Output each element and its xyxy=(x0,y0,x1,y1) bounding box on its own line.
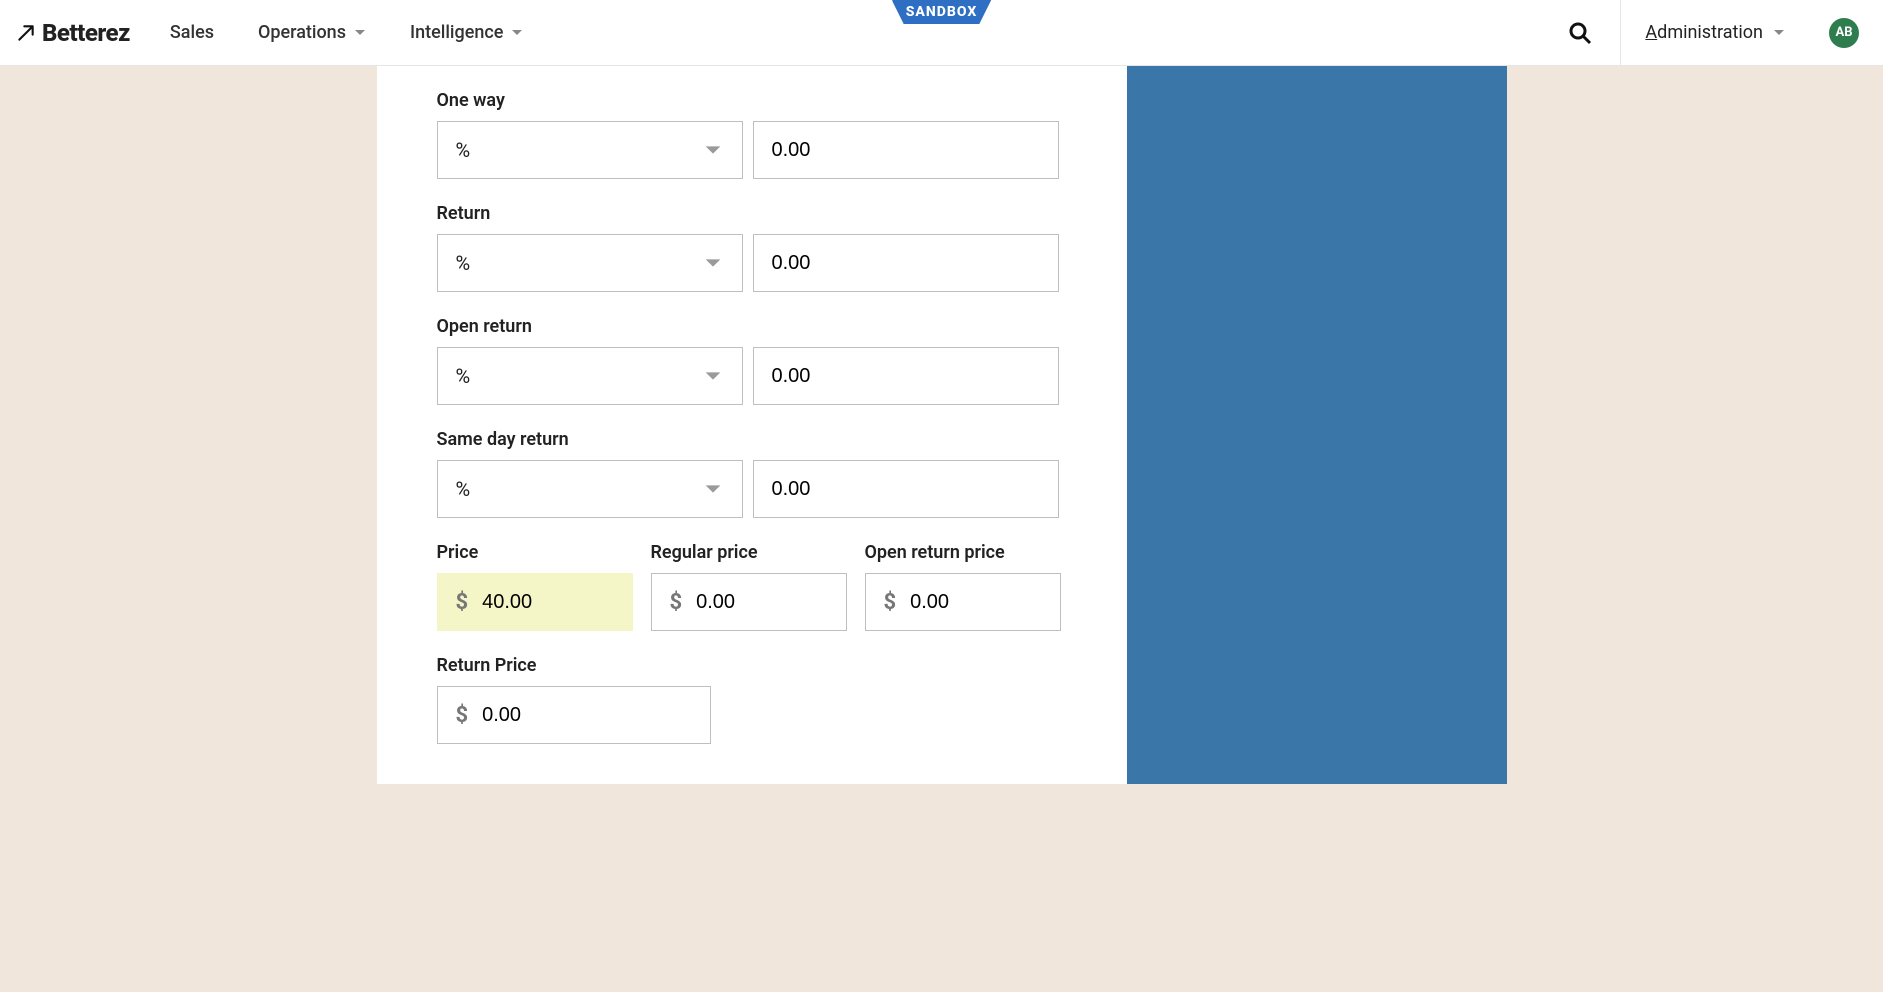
one-way-value-input-wrap xyxy=(753,121,1059,179)
one-way-value-input[interactable] xyxy=(772,139,1040,162)
return-price-input-wrap: $ xyxy=(437,686,711,744)
chevron-down-icon xyxy=(354,27,366,39)
nav-operations[interactable]: Operations xyxy=(258,22,366,43)
open-return-price-currency: $ xyxy=(884,590,897,615)
open-return-price-input-wrap: $ xyxy=(865,573,1061,631)
chevron-down-icon xyxy=(702,365,724,387)
price-currency: $ xyxy=(456,590,469,615)
return-price-currency: $ xyxy=(456,703,469,728)
search-button[interactable] xyxy=(1540,0,1621,66)
regular-price-currency: $ xyxy=(670,590,683,615)
open-return-value-input[interactable] xyxy=(772,365,1040,388)
price-input[interactable] xyxy=(482,591,613,614)
nav-sales[interactable]: Sales xyxy=(170,22,214,43)
field-open-return: Open return % xyxy=(437,316,1079,405)
search-icon xyxy=(1568,21,1592,45)
one-way-unit-select[interactable]: % xyxy=(437,121,743,179)
field-open-return-label: Open return xyxy=(437,316,1079,337)
same-day-return-value-input[interactable] xyxy=(772,478,1040,501)
return-unit-value: % xyxy=(456,251,471,275)
field-price: Price $ xyxy=(437,542,633,631)
field-return-price: Return Price $ xyxy=(437,655,1079,744)
nav-administration-label: Administration xyxy=(1645,22,1763,43)
field-return: Return % xyxy=(437,203,1079,292)
regular-price-input[interactable] xyxy=(696,591,827,614)
return-unit-select[interactable]: % xyxy=(437,234,743,292)
top-nav: Betterez Sales Operations Intelligence S… xyxy=(0,0,1883,66)
same-day-return-unit-select[interactable]: % xyxy=(437,460,743,518)
nav-intelligence-label: Intelligence xyxy=(410,22,503,43)
chevron-down-icon xyxy=(511,27,523,39)
chevron-down-icon xyxy=(1773,27,1785,39)
same-day-return-unit-value: % xyxy=(456,477,471,501)
logo-arrow-icon xyxy=(16,23,36,43)
nav-sales-label: Sales xyxy=(170,22,214,43)
price-row: Price $ Regular price $ Open return pric… xyxy=(437,542,1079,631)
field-return-label: Return xyxy=(437,203,1079,224)
nav-administration[interactable]: Administration xyxy=(1621,22,1809,43)
field-one-way: One way % xyxy=(437,90,1079,179)
chevron-down-icon xyxy=(702,478,724,500)
avatar[interactable]: AB xyxy=(1829,18,1859,48)
price-input-wrap: $ xyxy=(437,573,633,631)
return-price-input[interactable] xyxy=(482,704,691,727)
content-shell: One way % Return % xyxy=(377,66,1507,784)
nav-operations-label: Operations xyxy=(258,22,346,43)
one-way-unit-value: % xyxy=(456,138,471,162)
field-one-way-label: One way xyxy=(437,90,1079,111)
field-regular-price: Regular price $ xyxy=(651,542,847,631)
open-return-unit-select[interactable]: % xyxy=(437,347,743,405)
nav-intelligence[interactable]: Intelligence xyxy=(410,22,523,43)
open-return-value-input-wrap xyxy=(753,347,1059,405)
open-return-unit-value: % xyxy=(456,364,471,388)
field-open-return-price: Open return price $ xyxy=(865,542,1061,631)
regular-price-input-wrap: $ xyxy=(651,573,847,631)
field-same-day-return: Same day return % xyxy=(437,429,1079,518)
return-value-input[interactable] xyxy=(772,252,1040,275)
open-return-price-input[interactable] xyxy=(910,591,1041,614)
field-same-day-return-label: Same day return xyxy=(437,429,1079,450)
page: One way % Return % xyxy=(0,66,1883,784)
field-price-label: Price xyxy=(437,542,633,563)
logo[interactable]: Betterez xyxy=(16,19,130,47)
form-column: One way % Return % xyxy=(377,66,1127,784)
chevron-down-icon xyxy=(702,252,724,274)
return-value-input-wrap xyxy=(753,234,1059,292)
side-panel xyxy=(1127,66,1507,784)
field-open-return-price-label: Open return price xyxy=(865,542,1061,563)
field-return-price-label: Return Price xyxy=(437,655,1079,676)
chevron-down-icon xyxy=(702,139,724,161)
primary-nav: Sales Operations Intelligence xyxy=(170,22,524,43)
same-day-return-value-input-wrap xyxy=(753,460,1059,518)
sandbox-badge: SANDBOX xyxy=(892,0,992,24)
nav-right: Administration AB xyxy=(1540,0,1859,66)
field-regular-price-label: Regular price xyxy=(651,542,847,563)
logo-text: Betterez xyxy=(42,19,130,47)
